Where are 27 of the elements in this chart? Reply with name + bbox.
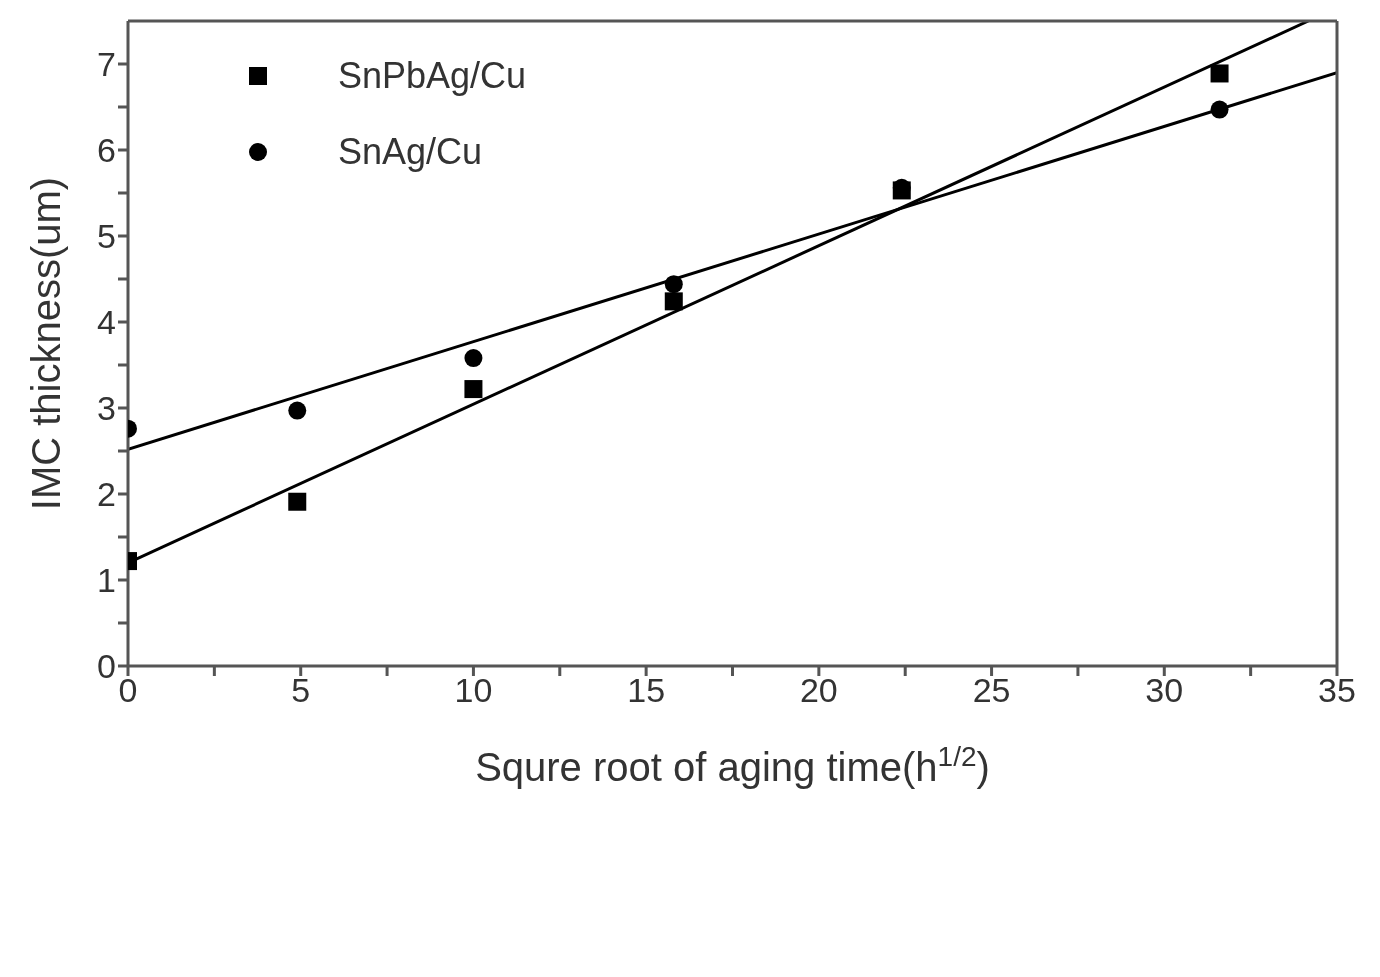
x-tick-label: 20: [799, 671, 838, 710]
legend-label: SnPbAg/Cu: [338, 55, 527, 97]
x-axis-title: Squre root of aging time(h$^{1/2}$): [475, 740, 990, 789]
y-tick-label: 5: [97, 217, 116, 256]
point: [664, 275, 683, 294]
point: [288, 401, 307, 420]
x-tick-label: 10: [454, 671, 493, 710]
x-tick-label: 25: [972, 671, 1011, 710]
y-tick-label: 7: [97, 45, 116, 84]
x-tick-label: 15: [627, 671, 666, 710]
y-tick-label: 4: [97, 303, 116, 342]
y-tick-label: 1: [97, 561, 116, 600]
x-tick-label: 30: [1145, 671, 1184, 710]
x-tick-label: 35: [1318, 671, 1356, 710]
point: [464, 380, 483, 399]
y-axis-title: IMC thickness(um): [24, 176, 68, 511]
legend-label: SnAg/Cu: [338, 131, 483, 173]
y-tick-label: 2: [97, 475, 116, 514]
point: [288, 492, 307, 511]
point: [1210, 64, 1229, 83]
y-tick-label: 3: [97, 389, 116, 428]
point: [464, 349, 483, 368]
point: [1210, 100, 1229, 119]
y-tick-label: 0: [97, 647, 116, 686]
y-tick-label: 6: [97, 131, 116, 170]
point: [664, 292, 683, 311]
x-tick-label: 5: [291, 671, 311, 710]
